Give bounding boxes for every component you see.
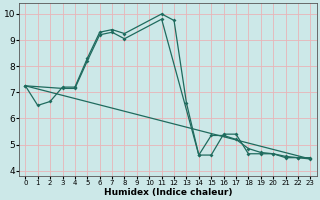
X-axis label: Humidex (Indice chaleur): Humidex (Indice chaleur)	[104, 188, 232, 197]
